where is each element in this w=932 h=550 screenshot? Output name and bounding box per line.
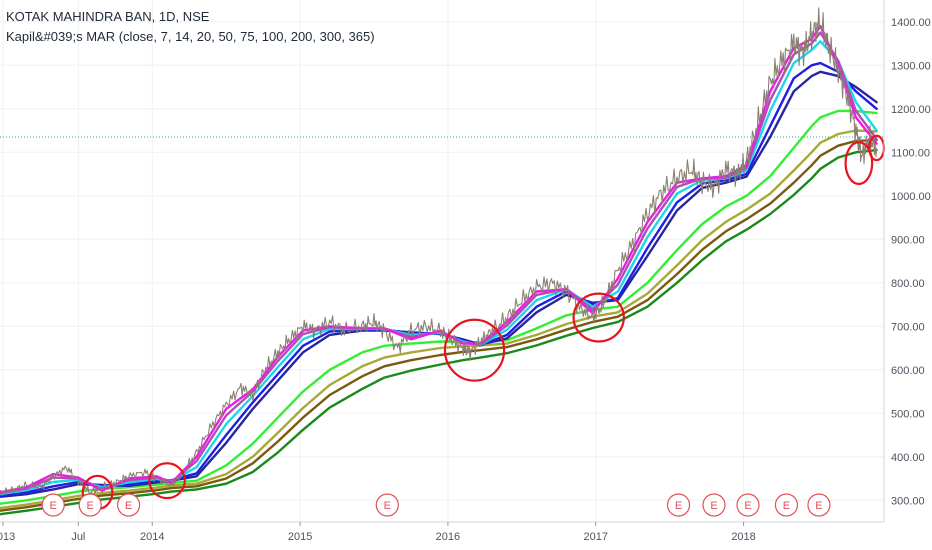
annotation-circle [572, 292, 625, 343]
earnings-marker[interactable] [736, 493, 760, 517]
annotation-circle [844, 141, 874, 186]
y-tick-label: 1400.00 [891, 17, 931, 29]
y-tick-label: 400.00 [891, 452, 925, 464]
earnings-marker-label: E [815, 500, 822, 512]
price-series [0, 7, 878, 496]
earnings-marker-label: E [744, 500, 751, 512]
earnings-marker-label: E [384, 500, 391, 512]
earnings-marker-label: E [87, 500, 94, 512]
earnings-marker[interactable] [78, 493, 102, 517]
x-tick-label: 2014 [140, 531, 164, 543]
ma-line-4 [0, 70, 878, 498]
earnings-marker[interactable] [666, 493, 691, 517]
x-tick-label: 2018 [731, 531, 755, 543]
x-tick-label: 2017 [583, 531, 607, 543]
y-tick-label: 1000.00 [891, 191, 931, 203]
x-tick-label: 2015 [288, 531, 312, 543]
y-tick-label: 1300.00 [891, 60, 931, 72]
earnings-marker-label: E [125, 500, 132, 512]
earnings-marker[interactable] [41, 493, 65, 517]
ma-line-1 [0, 31, 878, 495]
y-tick-label: 900.00 [891, 234, 925, 246]
indicator-legend: Kapil&#039;s MAR (close, 7, 14, 20, 50, … [6, 29, 375, 44]
annotation-circle [443, 318, 506, 382]
earnings-marker[interactable] [774, 493, 799, 517]
y-tick-label: 300.00 [891, 495, 925, 507]
y-tick-label: 1200.00 [891, 104, 931, 116]
earnings-marker[interactable] [375, 493, 399, 517]
x-tick-label: 2013 [0, 531, 15, 543]
x-tick-label: 2016 [436, 531, 460, 543]
grid [0, 0, 884, 522]
y-tick-label: 600.00 [891, 365, 925, 377]
y-tick-label: 800.00 [891, 278, 925, 290]
earnings-marker-label: E [710, 500, 717, 512]
hand-drawn-annotations [81, 134, 886, 511]
price-line [0, 7, 878, 496]
y-tick-label: 500.00 [891, 408, 925, 420]
x-tick-label: Jul [71, 531, 85, 543]
y-tick-label: 1100.00 [891, 147, 930, 159]
earnings-marker-label: E [675, 500, 682, 512]
ma-line-6 [0, 129, 878, 510]
annotation-circle [148, 462, 186, 500]
earnings-marker[interactable] [807, 493, 831, 517]
earnings-marker[interactable] [702, 493, 726, 517]
earnings-marker-label: E [50, 500, 57, 512]
moving-averages [0, 24, 878, 516]
earnings-marker[interactable] [117, 493, 141, 517]
y-tick-label: 700.00 [891, 321, 925, 333]
ma-line-0 [0, 24, 878, 494]
y-axis: 1400.00 1300.00 1200.00 1100.00 1000.00 900.0… [891, 17, 931, 508]
earnings-marker-label: E [783, 500, 790, 512]
chart-title: KOTAK MAHINDRA BAN, 1D, NSE [6, 9, 210, 24]
ma-line-3 [0, 61, 878, 498]
x-axis: 2013 Jul 2014 2015 2016 2017 2018 [0, 522, 756, 543]
